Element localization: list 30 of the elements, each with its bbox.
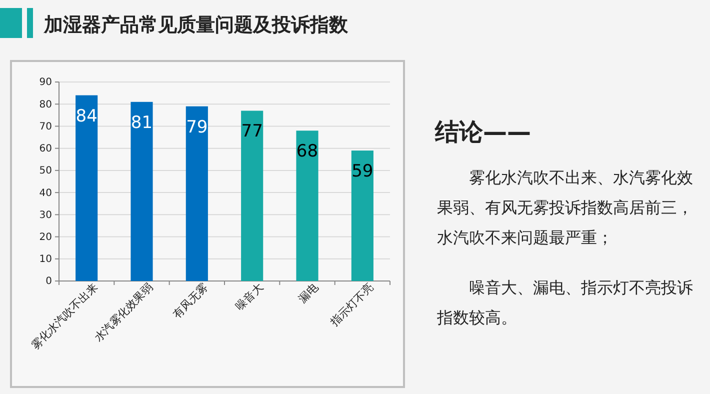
y-tick-label: 70 <box>39 121 52 132</box>
data-label: 68 <box>296 142 318 162</box>
data-label: 77 <box>241 122 263 142</box>
text: 噪音大、漏电、指示灯不亮投诉指数较高。 <box>436 278 693 327</box>
y-tick-label: 0 <box>46 276 52 288</box>
x-tick-label: 漏电 <box>296 280 321 306</box>
data-label: 81 <box>130 112 153 133</box>
y-tick-label: 80 <box>39 99 52 110</box>
data-label: 59 <box>352 162 374 182</box>
y-tick-label: 10 <box>39 254 52 266</box>
y-tick-label: 30 <box>39 210 52 221</box>
bar <box>296 130 318 281</box>
y-tick-label: 60 <box>39 144 52 155</box>
x-tick-label: 有风无雾 <box>170 280 210 322</box>
chart-title: 加湿器产品常见质量问题及投诉指数 <box>43 14 349 36</box>
y-tick-label: 40 <box>39 188 52 199</box>
y-tick-label: 50 <box>39 166 52 177</box>
bar <box>241 110 264 281</box>
bar <box>186 106 208 281</box>
y-tick-label: 20 <box>39 232 52 243</box>
text: 结论—— <box>434 118 531 146</box>
data-label: 79 <box>186 117 208 138</box>
bar <box>76 95 98 281</box>
text: 雾化水汽吹不出来、水汽雾化效果弱、有风无雾投诉指数高居前三，水汽吹不来问题最严重； <box>437 168 693 247</box>
y-tick-label: 90 <box>39 77 52 88</box>
x-tick-label: 噪音大 <box>233 280 266 314</box>
x-tick-label: 指示灯不亮 <box>327 280 376 330</box>
data-label: 84 <box>76 106 98 126</box>
bar <box>351 150 374 281</box>
bar <box>130 102 153 281</box>
